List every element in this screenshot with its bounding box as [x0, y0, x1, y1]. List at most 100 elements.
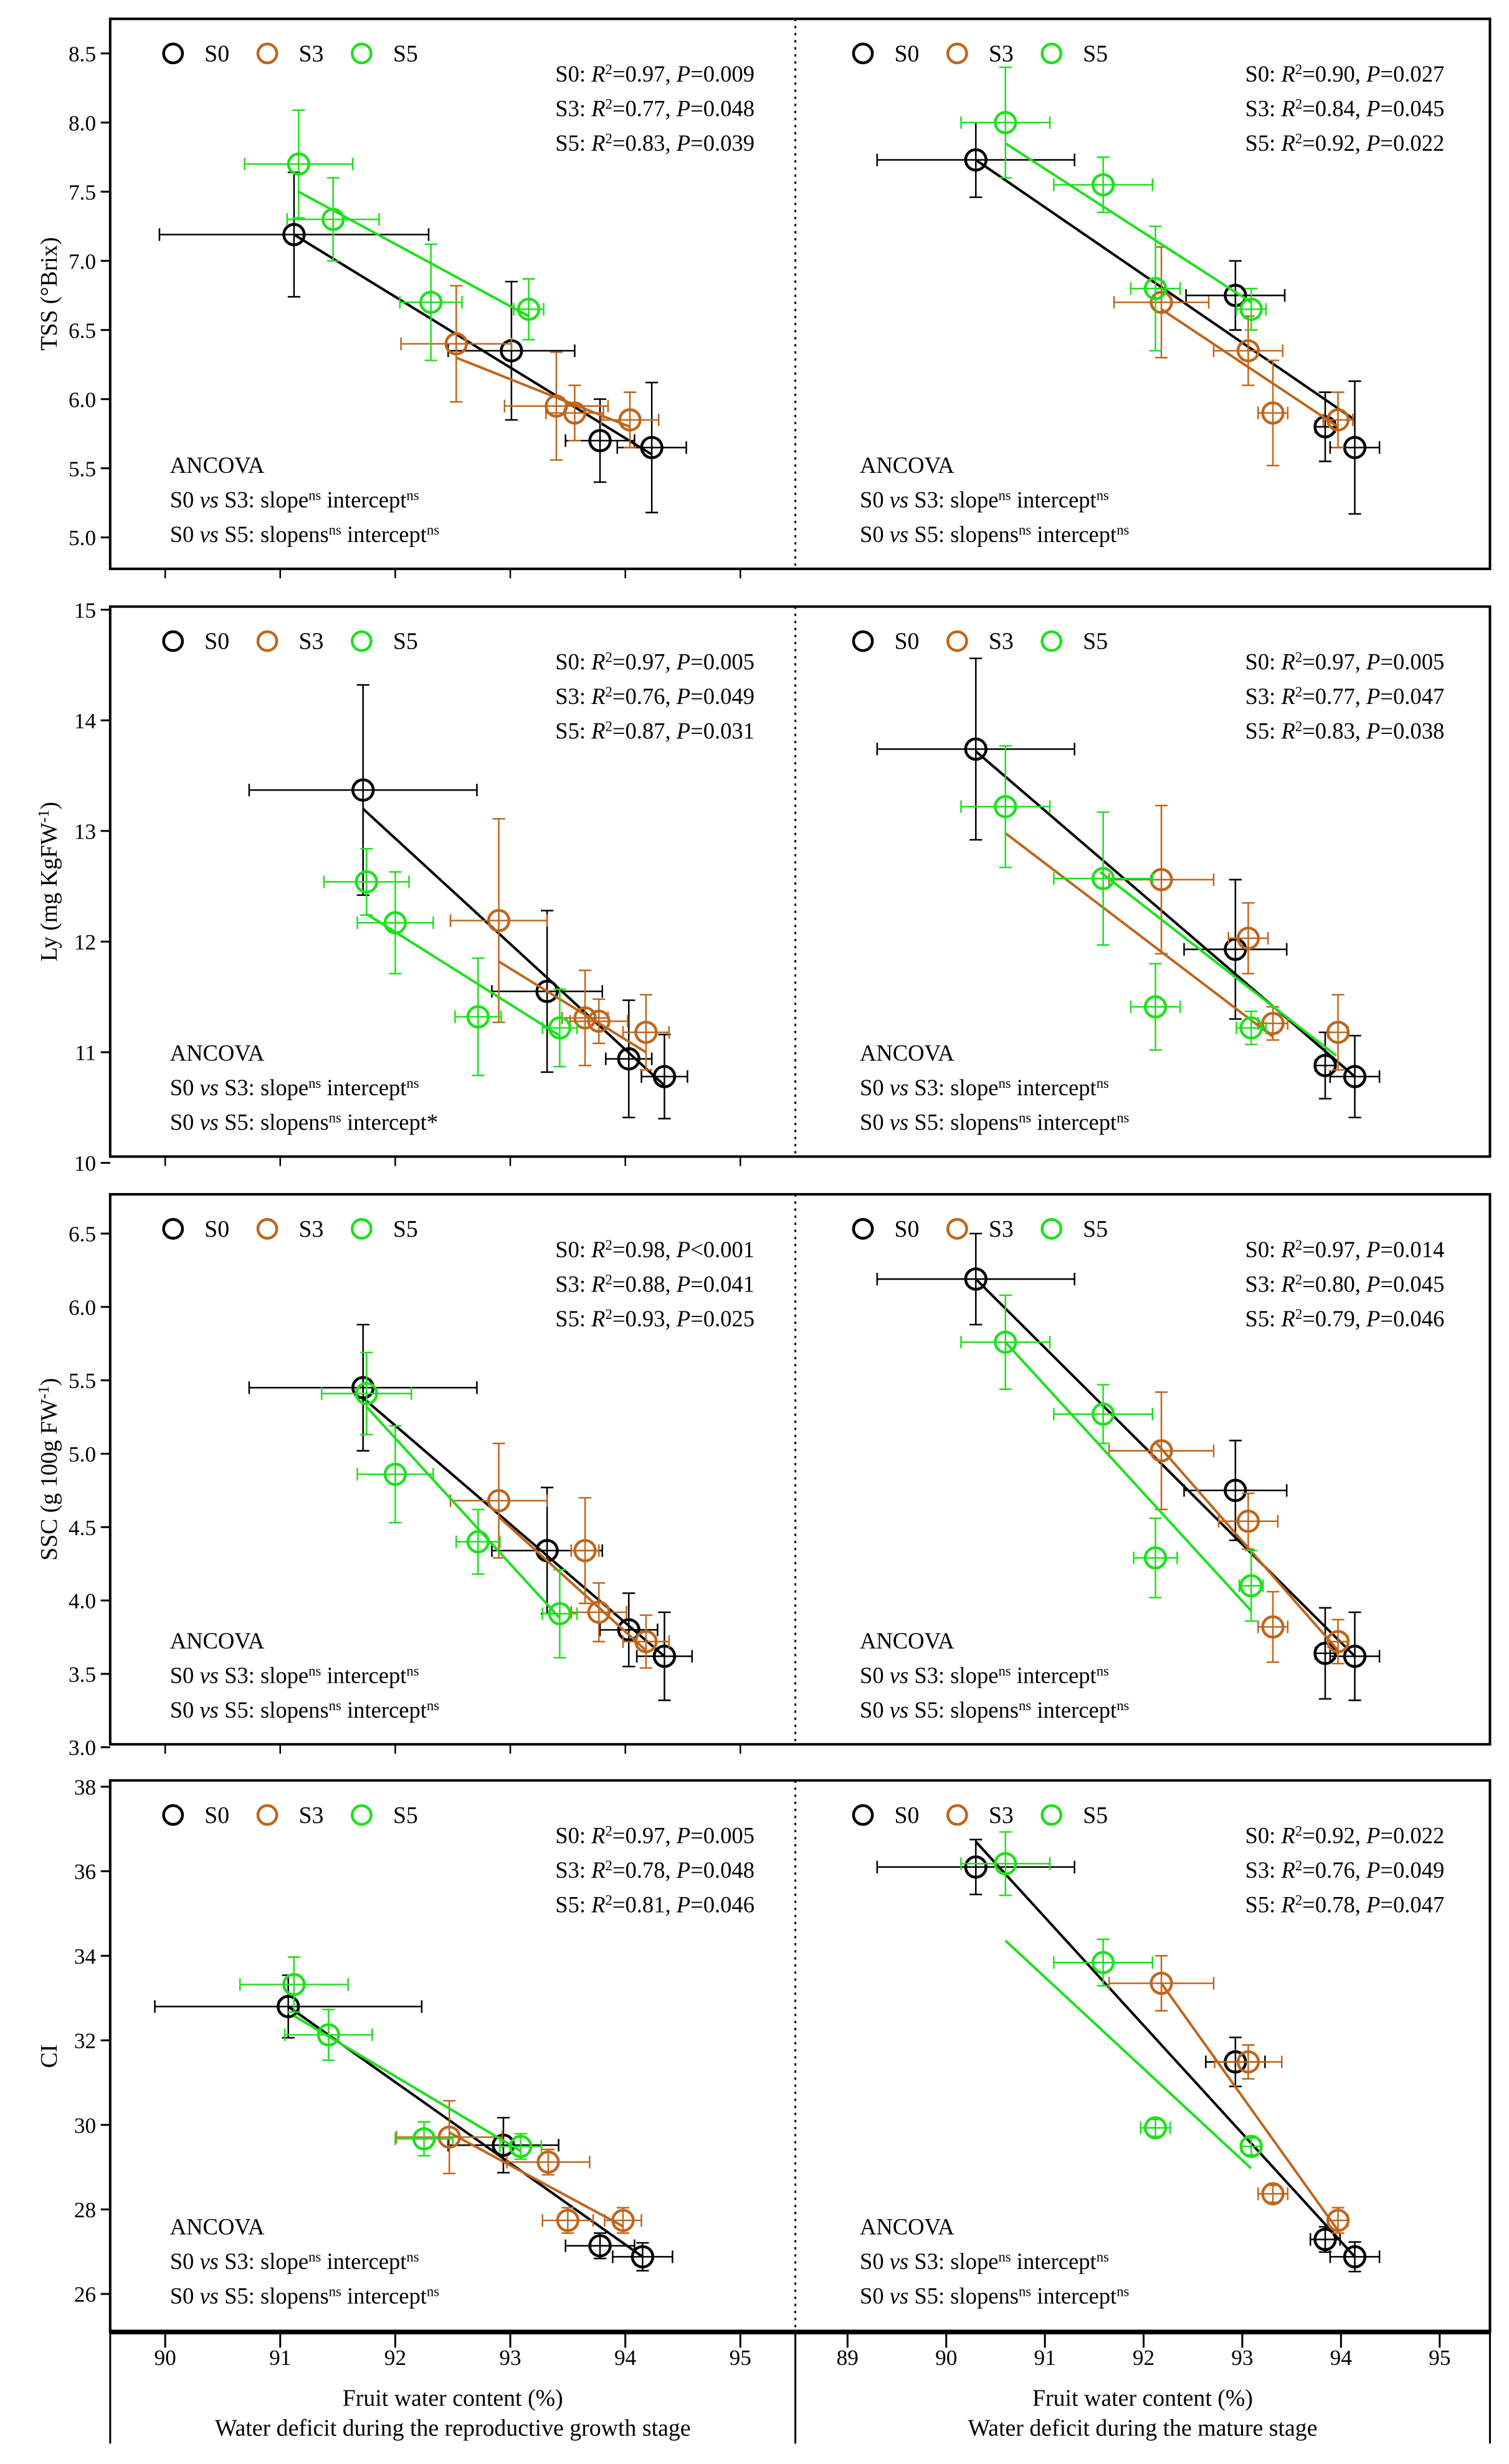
stat-p-symbol: P — [676, 61, 690, 87]
ancova-intercept-sig: ns — [1097, 487, 1109, 503]
stat-line-S0: S0: R2=0.90, P=0.027 — [1245, 61, 1445, 87]
ancova-title: ANCOVA — [170, 1628, 265, 1653]
ancova-line: S0 vs S5: slopensns interceptns — [170, 2283, 440, 2309]
ancova-a: S0 — [170, 1075, 200, 1100]
ancova-vs: vs — [890, 1110, 908, 1135]
stat-line-S3: S3: R2=0.76, P=0.049 — [555, 683, 754, 709]
ancova-vs: vs — [199, 2283, 218, 2309]
ancova-intercept: intercept — [341, 521, 427, 547]
stat-r-sup: 2 — [606, 1823, 612, 1838]
y-axis-label: SSC (g 100g FW-1) — [36, 1378, 62, 1561]
y-tick-label: 32 — [74, 2029, 96, 2053]
ancova-title: ANCOVA — [860, 2214, 954, 2240]
ancova-line: S0 vs S5: slopensns interceptns — [170, 521, 440, 547]
y-axis-label: Ly (mg KgFW-1) — [36, 802, 62, 961]
stat-r2: =0.80, — [1302, 1271, 1366, 1296]
ancova-intercept-sig: ns — [406, 1663, 419, 1678]
data-point-S0 — [1313, 415, 1337, 439]
stat-group: S3: — [555, 683, 591, 709]
data-point-S0 — [1343, 1065, 1367, 1088]
ancova-line: S0 vs S3: slopens interceptns — [170, 487, 419, 513]
data-point-S5 — [317, 2023, 340, 2047]
fit-line-S5 — [366, 913, 561, 1037]
stat-group: S5: — [555, 130, 591, 156]
series-S3 — [449, 1442, 670, 1669]
data-point-S5 — [994, 1330, 1017, 1354]
stat-r-symbol: R — [591, 130, 605, 156]
ancova-a: S0 — [170, 487, 200, 513]
ancova-line: S0 vs S3: slopens interceptns — [860, 1075, 1109, 1100]
x-tick-label: 93 — [1231, 2346, 1253, 2370]
data-point-S5 — [508, 2134, 533, 2158]
stat-group: S5: — [555, 718, 591, 743]
x-tick-label: 92 — [384, 2346, 406, 2370]
data-point-S3 — [573, 1539, 597, 1563]
data-point-S3 — [1236, 339, 1260, 363]
stat-r-symbol: R — [1280, 61, 1295, 87]
ancova-line: S0 vs S3: slopens interceptns — [860, 487, 1109, 513]
ancova-b: S3: slope — [219, 1662, 308, 1688]
legend-marker-S5 — [1040, 1804, 1063, 1826]
data-point-S5 — [994, 795, 1017, 819]
legend-label-S0: S0 — [894, 629, 919, 655]
ancova-b: S3: slope — [219, 2248, 308, 2274]
data-point-S3 — [587, 1009, 611, 1033]
stat-p: =0.045 — [1380, 1271, 1444, 1296]
data-point-S3 — [487, 908, 511, 933]
y-tick-label: 3.0 — [69, 1736, 96, 1760]
legend-label-S3: S3 — [989, 629, 1014, 655]
stat-r2: =0.84, — [1302, 96, 1366, 121]
ancova-b: S5: slopens — [908, 1110, 1019, 1135]
ancova-slope-sig: ns — [329, 1110, 341, 1125]
y-tick-label: 15 — [74, 598, 96, 622]
stat-r2: =0.83, — [612, 130, 677, 156]
stat-r2: =0.92, — [1302, 130, 1366, 156]
data-point-S5 — [1143, 1546, 1168, 1570]
stat-group: S0: — [1245, 649, 1282, 675]
ancova-title: ANCOVA — [860, 1628, 954, 1653]
stat-r-symbol: R — [1280, 683, 1295, 709]
ancova-intercept-sig: ns — [427, 2283, 439, 2299]
data-point-S5 — [1091, 1402, 1115, 1426]
data-point-S3 — [1261, 1615, 1285, 1639]
ancova-vs: vs — [890, 1662, 908, 1688]
ancova-intercept: intercept — [321, 487, 406, 513]
stat-r-sup: 2 — [1295, 1892, 1302, 1908]
data-point-S0 — [588, 2234, 612, 2258]
y-tick-label: 5.5 — [69, 1369, 96, 1393]
panel-frame — [108, 17, 1492, 571]
series-S5 — [244, 109, 545, 361]
y-axis-label-text: TSS (°Brix) — [36, 237, 62, 351]
legend-marker-S3 — [946, 42, 968, 65]
data-point-S5 — [1143, 995, 1168, 1019]
data-point-S0 — [588, 429, 612, 452]
stat-r2: =0.81, — [612, 1892, 677, 1918]
y-tick-label: 6.5 — [69, 318, 96, 343]
data-point-S3 — [1150, 1439, 1173, 1463]
ancova-vs: vs — [199, 1697, 218, 1723]
ancova-a: S0 — [170, 1697, 200, 1723]
ancova-slope-sig: ns — [998, 1075, 1011, 1091]
fit-line-S5 — [1004, 1939, 1252, 2170]
ancova-vs: vs — [890, 521, 908, 547]
data-point-S3 — [1150, 290, 1173, 314]
legend-marker-S3 — [256, 630, 278, 652]
ancova-slope-sig: ns — [308, 1075, 321, 1091]
series-S3 — [1108, 1391, 1350, 1665]
legend-marker-S3 — [946, 1218, 968, 1240]
legend-label-S0: S0 — [204, 40, 229, 67]
stat-r-symbol: R — [1280, 649, 1295, 675]
legend-marker-S3 — [256, 42, 278, 65]
fit-line-S5 — [1004, 142, 1252, 303]
stat-group: S0: — [555, 61, 591, 87]
ancova-b: S5: slopens — [908, 2283, 1019, 2309]
stat-p: =0.046 — [1380, 1306, 1444, 1331]
stat-group: S5: — [555, 1306, 591, 1331]
stat-line-S3: S3: R2=0.77, P=0.048 — [555, 96, 754, 121]
legend-marker-S5 — [1040, 1218, 1063, 1240]
legend-label-S0: S0 — [894, 1216, 919, 1242]
data-point-S5 — [383, 911, 407, 935]
y-tick-label: 34 — [74, 1944, 97, 1969]
